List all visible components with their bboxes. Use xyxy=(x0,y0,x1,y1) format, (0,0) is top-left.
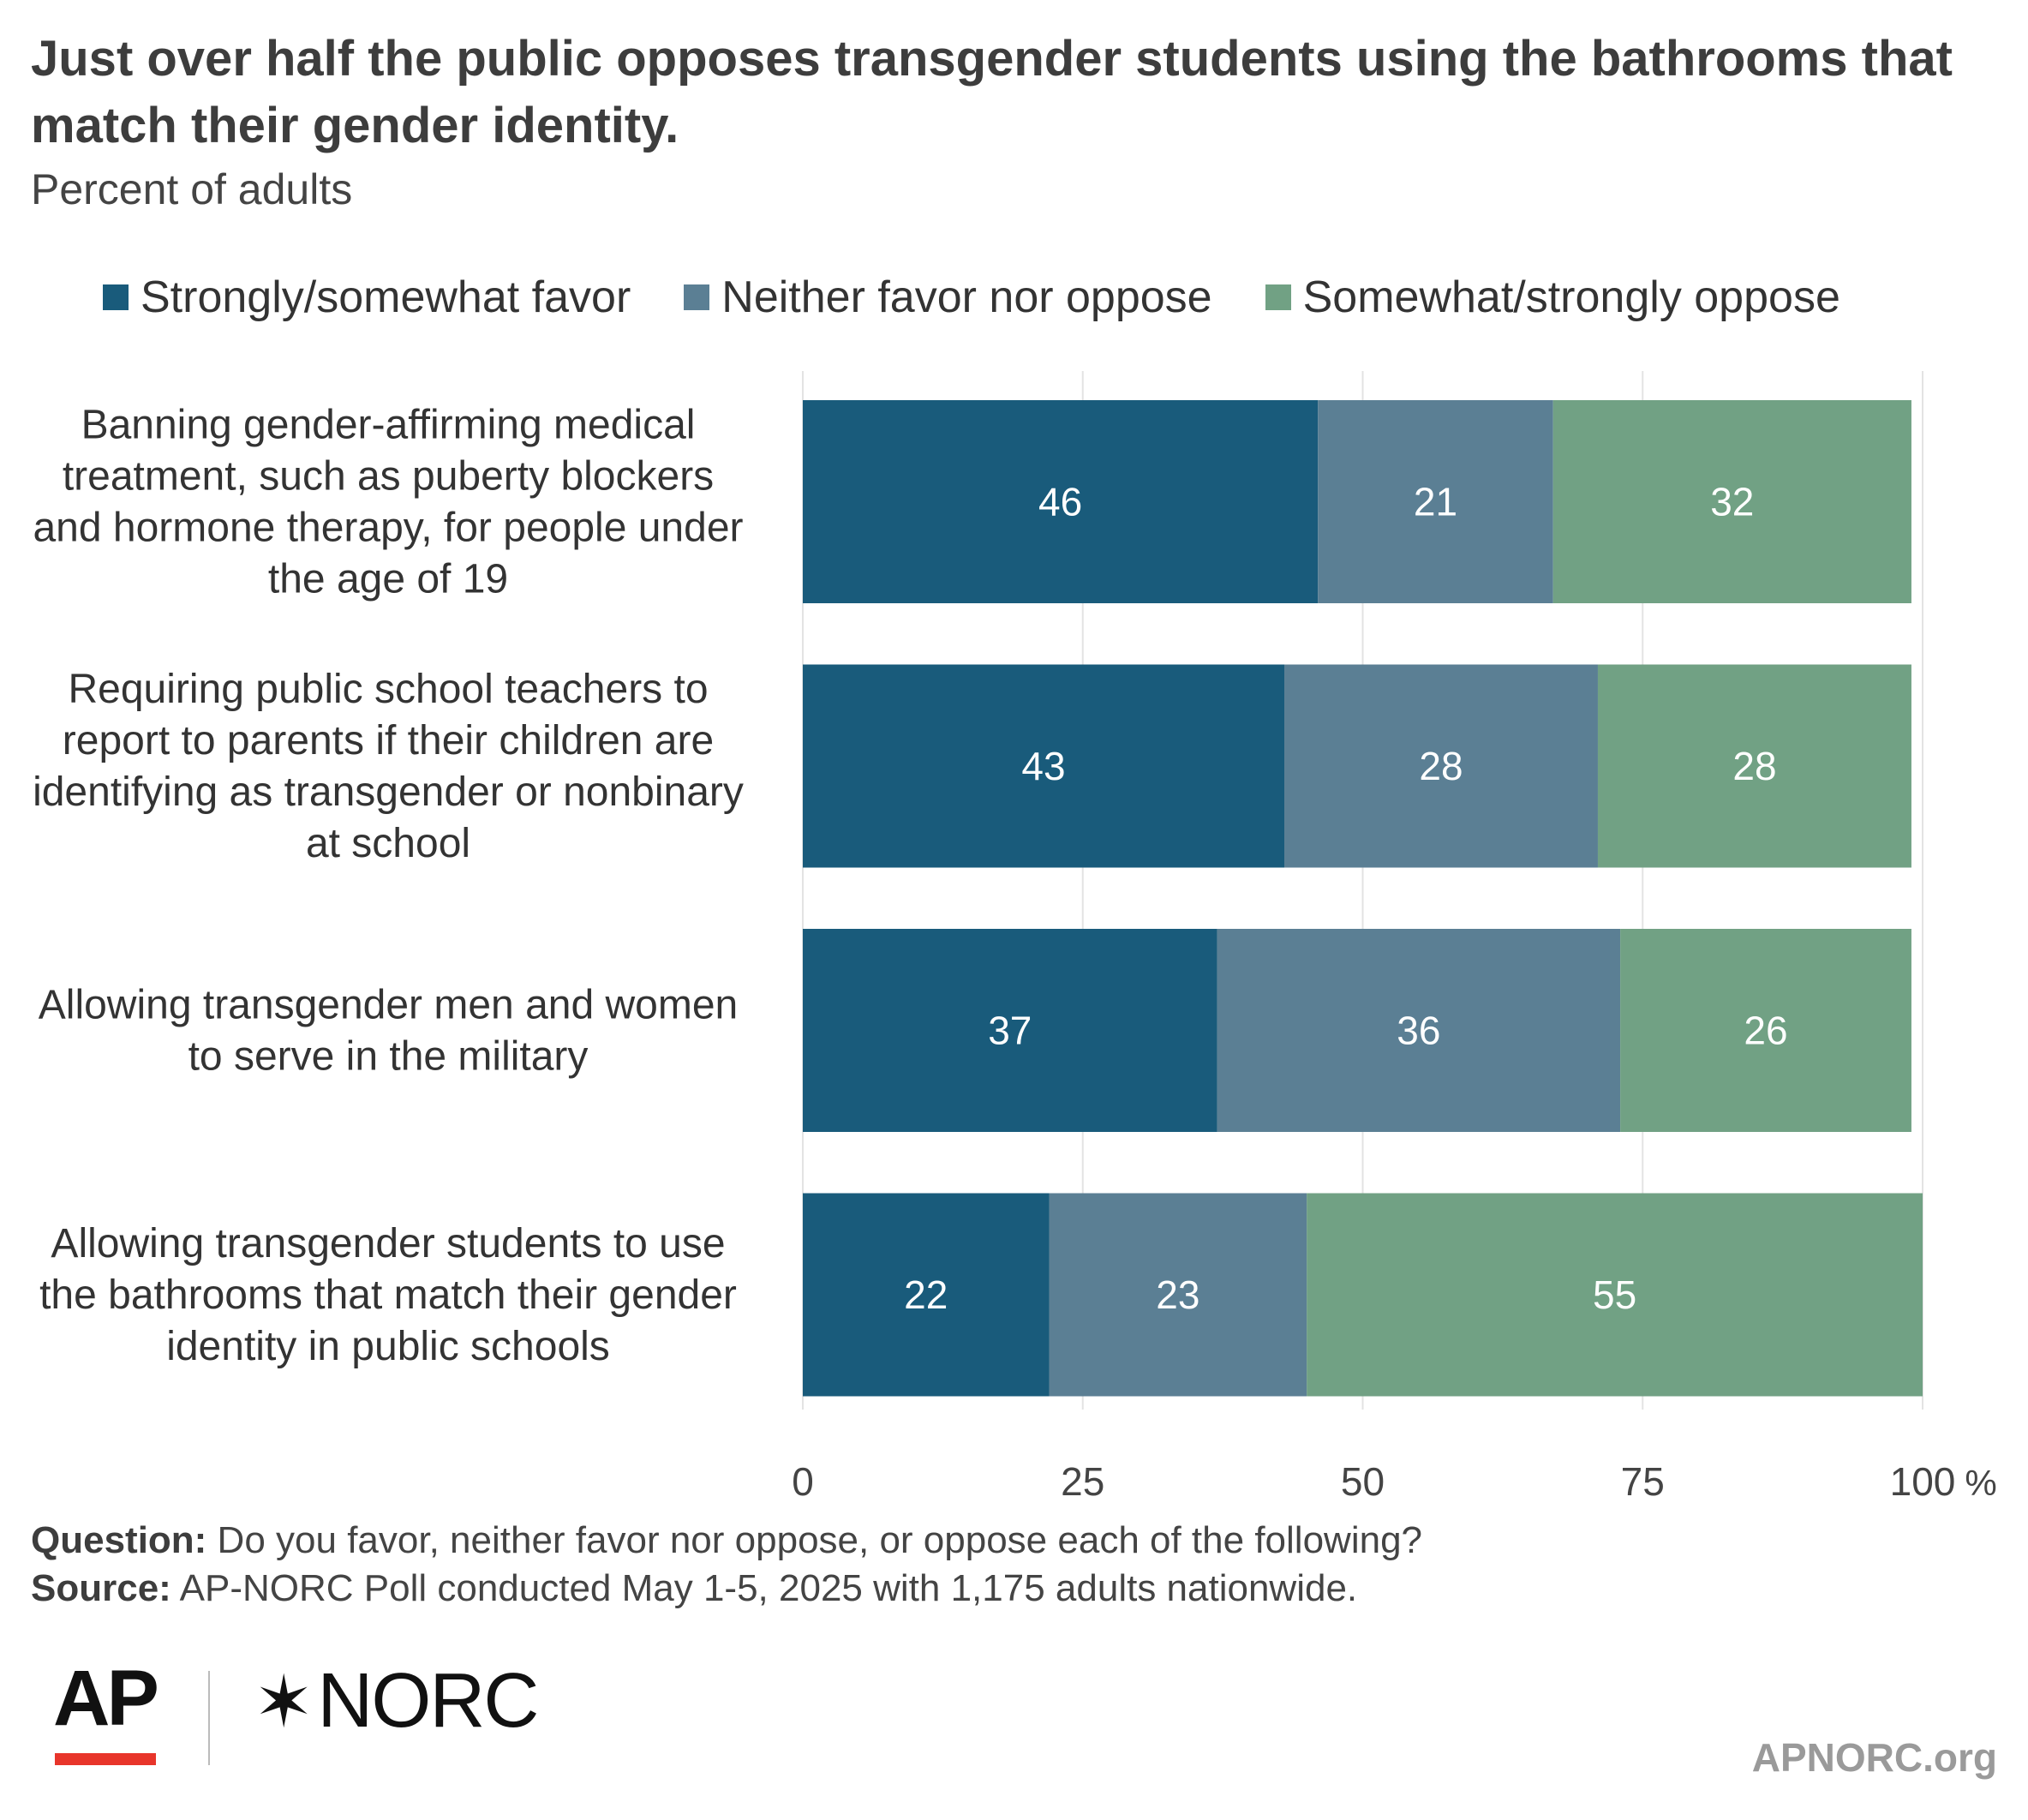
legend-label-favor: Strongly/somewhat favor xyxy=(141,272,631,322)
legend-label-neither: Neither favor nor oppose xyxy=(721,272,1212,322)
x-tick-label: 25 xyxy=(1061,1459,1104,1504)
bar-value-label: 21 xyxy=(1414,480,1457,524)
legend-swatch-oppose xyxy=(1265,284,1291,310)
bar-value-label: 28 xyxy=(1732,744,1776,788)
bar-segment xyxy=(1217,929,1621,1132)
legend-item-oppose: Somewhat/strongly oppose xyxy=(1265,272,1840,323)
category-label-line: at school xyxy=(306,821,470,866)
bar-segment xyxy=(1284,664,1598,868)
source-label: Source: xyxy=(31,1567,171,1609)
bar-value-label: 43 xyxy=(1021,744,1065,788)
category-label-line: identity in public schools xyxy=(166,1324,610,1369)
question-label: Question: xyxy=(31,1519,207,1561)
category-label-line: report to parents if their children are xyxy=(63,718,714,763)
question-note: Question: Do you favor, neither favor no… xyxy=(31,1517,1422,1565)
category-label-line: Requiring public school teachers to xyxy=(68,667,708,712)
chart-subtitle: Percent of adults xyxy=(31,165,353,213)
bar-segment xyxy=(1318,400,1553,603)
bar-segment xyxy=(1597,664,1911,868)
chart-footer: Question: Do you favor, neither favor no… xyxy=(31,1517,1422,1613)
category-label-line: treatment, such as puberty blockers xyxy=(63,454,714,500)
bar-value-label: 32 xyxy=(1710,480,1754,524)
logo-divider xyxy=(208,1671,210,1765)
ap-logo: AP xyxy=(53,1655,159,1742)
legend-swatch-neither xyxy=(684,284,710,310)
category-label: Allowing transgender men and women to ser… xyxy=(39,983,738,1080)
bar-value-label: 26 xyxy=(1744,1009,1787,1053)
category-label-line: Banning gender-affirming medical xyxy=(81,403,696,448)
bar-value-label: 55 xyxy=(1593,1272,1636,1317)
norc-star-icon: ✶ xyxy=(254,1661,314,1742)
source-note: Source: AP-NORC Poll conducted May 1-5, … xyxy=(31,1565,1422,1613)
ap-logo-underline xyxy=(55,1753,156,1765)
category-label-line: the age of 19 xyxy=(268,557,508,602)
category-label-line: and hormone therapy, for people under xyxy=(33,506,743,551)
bar-value-label: 37 xyxy=(988,1009,1032,1053)
site-url: APNORC.org xyxy=(1751,1735,1997,1780)
category-label: Banning gender-affirming medical treatmen… xyxy=(33,403,743,602)
x-tick-label: 100 xyxy=(1890,1459,1956,1504)
chart-title: Just over half the public opposes transg… xyxy=(31,31,1953,153)
legend-item-neither: Neither favor nor oppose xyxy=(684,272,1212,323)
bar-segment xyxy=(1620,929,1911,1132)
bar-value-label: 46 xyxy=(1038,480,1082,524)
norc-logo-text: NORC xyxy=(317,1658,539,1744)
bar-value-label: 36 xyxy=(1397,1009,1440,1053)
bar-segment xyxy=(1049,1193,1307,1397)
category-label-line: Allowing transgender men and women xyxy=(39,983,738,1028)
bar-segment xyxy=(803,400,1319,603)
x-unit-label: % xyxy=(1965,1463,1996,1503)
category-label-line: to serve in the military xyxy=(188,1034,589,1080)
x-tick-label: 0 xyxy=(792,1459,814,1504)
bar-value-label: 22 xyxy=(904,1272,948,1317)
norc-logo: ✶NORC xyxy=(254,1657,539,1745)
question-text: Do you favor, neither favor nor oppose, … xyxy=(206,1519,1423,1561)
category-label: Requiring public school teachers to repor… xyxy=(33,667,744,866)
category-label-line: Allowing transgender students to use xyxy=(51,1221,725,1266)
legend-label-oppose: Somewhat/strongly oppose xyxy=(1302,272,1840,322)
category-label-line: identifying as transgender or nonbinary xyxy=(33,769,744,815)
bar-segment xyxy=(803,1193,1050,1397)
bar-value-label: 28 xyxy=(1419,744,1463,788)
legend-swatch-favor xyxy=(103,284,129,310)
legend-item-favor: Strongly/somewhat favor xyxy=(103,272,631,323)
category-label: Allowing transgender students to use the … xyxy=(39,1221,737,1369)
stacked-bar-chart: 0 25 50 75 100 % 46 21 32 Banning gender-affirmin… xyxy=(33,371,1997,1504)
bar-segment xyxy=(803,929,1217,1132)
bar-value-label: 23 xyxy=(1156,1272,1199,1317)
x-tick-label: 50 xyxy=(1341,1459,1385,1504)
bar-segment xyxy=(1552,400,1911,603)
x-tick-label: 75 xyxy=(1621,1459,1665,1504)
bar-segment xyxy=(1307,1193,1923,1397)
bar-segment xyxy=(803,664,1285,868)
source-text: AP-NORC Poll conducted May 1-5, 2025 wit… xyxy=(170,1567,1358,1609)
category-label-line: the bathrooms that match their gender xyxy=(39,1272,737,1318)
chart-legend: Strongly/somewhat favor Neither favor no… xyxy=(103,267,1893,327)
